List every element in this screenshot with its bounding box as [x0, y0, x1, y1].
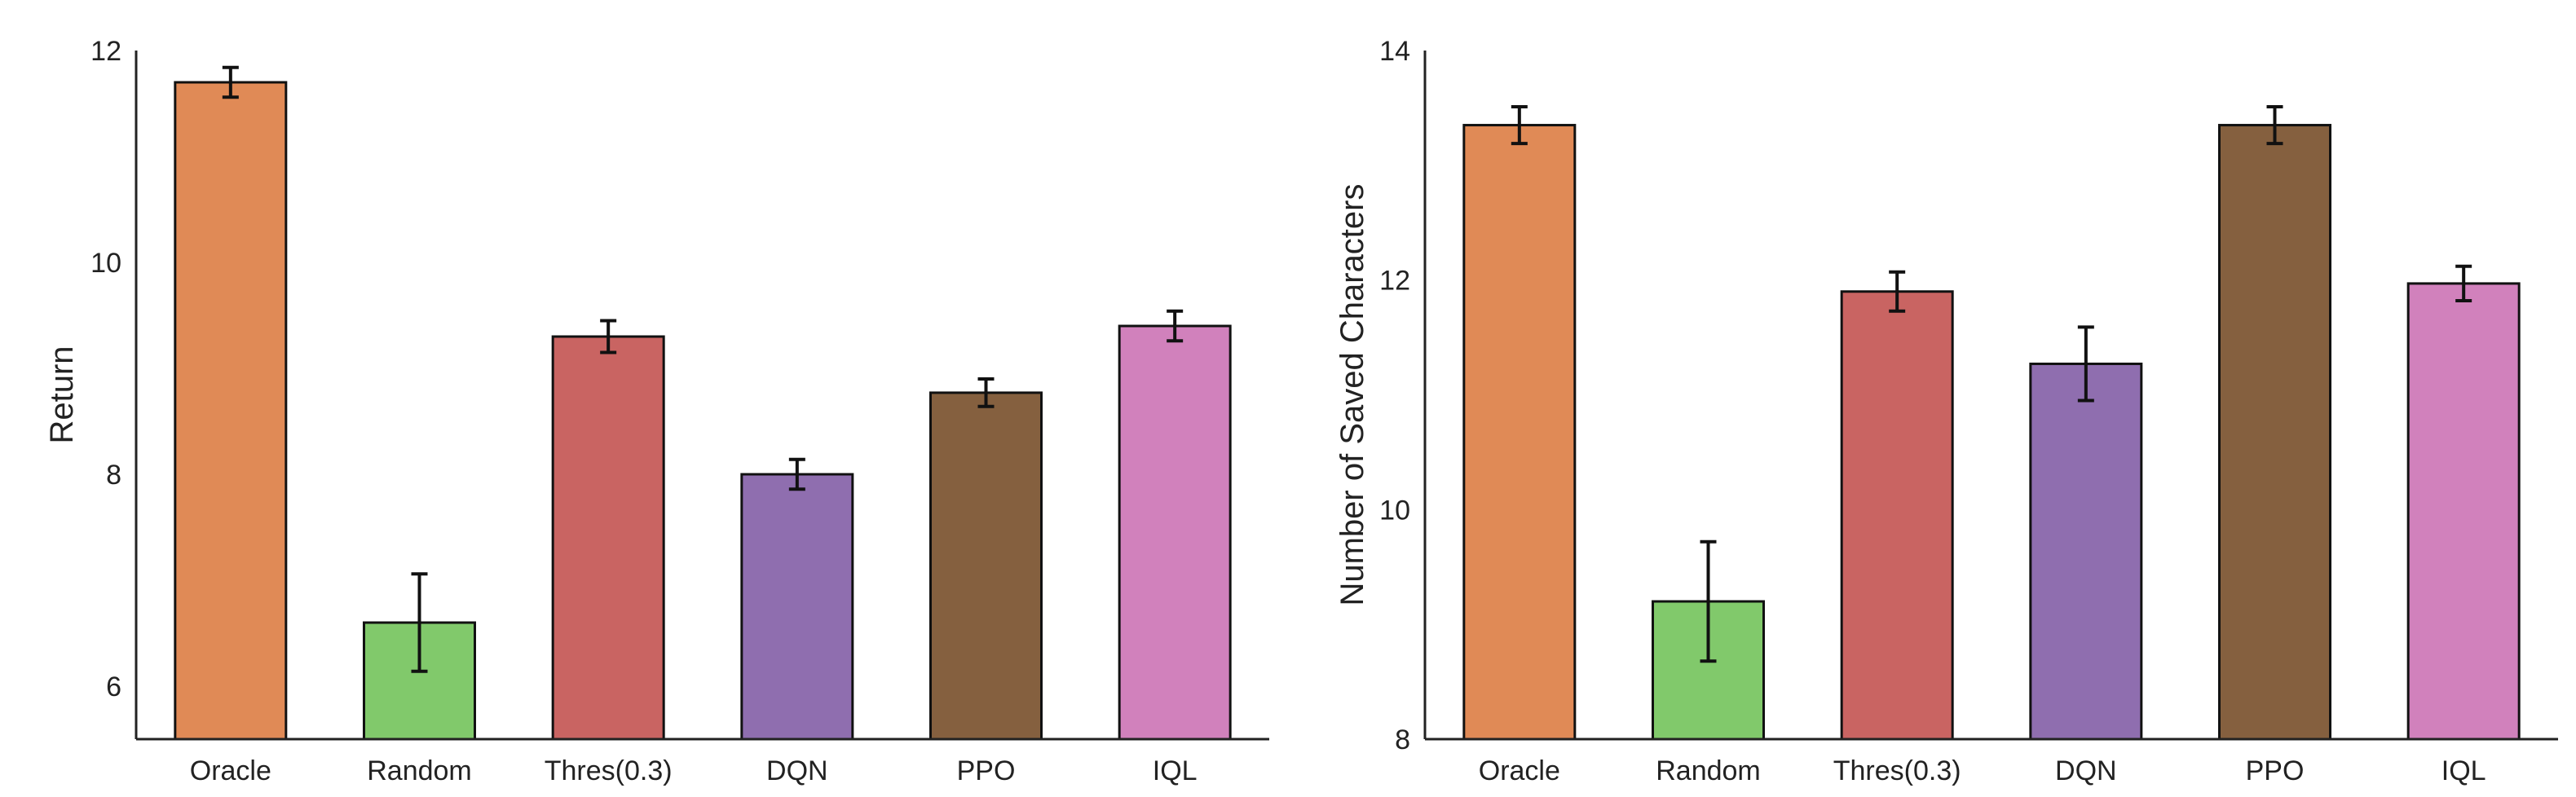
x-tick-label: Thres(0.3) [545, 755, 673, 786]
x-tick-label: IQL [1153, 755, 1198, 786]
y-axis-label: Return [44, 346, 80, 443]
y-tick-label: 12 [1379, 266, 1410, 297]
y-tick-label: 14 [1379, 36, 1410, 67]
x-tick-label: Thres(0.3) [1833, 755, 1961, 786]
return-bar-chart: Oracle Random Thres(0.3) DQN PPO IQL 6 8 10 12 Ret… [44, 36, 1269, 786]
y-tick-label: 8 [106, 460, 121, 491]
bar [1840, 290, 1954, 741]
bar [1462, 124, 1577, 741]
y-tick-label: 10 [90, 248, 121, 279]
saved-characters-bar-chart: Oracle Random Thres(0.3) DQN PPO IQL 8 10 12 14 Nu… [1334, 36, 2558, 786]
x-tick-label: Random [367, 755, 472, 786]
y-tick-label: 12 [90, 36, 121, 67]
bar [740, 473, 854, 741]
bar [174, 81, 288, 741]
bar [551, 335, 665, 741]
bar [2218, 124, 2331, 741]
bar [929, 391, 1043, 741]
bar [1118, 324, 1232, 741]
bar [2406, 282, 2521, 741]
y-axis-label: Number of Saved Characters [1334, 183, 1370, 605]
x-tick-label: IQL [2441, 755, 2486, 786]
x-tick-label: PPO [957, 755, 1016, 786]
bar [2029, 362, 2143, 741]
x-tick-label: PPO [2246, 755, 2305, 786]
y-tick-label: 10 [1379, 495, 1410, 526]
x-tick-label: Oracle [1479, 755, 1560, 786]
x-tick-label: Random [1656, 755, 1761, 786]
y-tick-label: 6 [106, 672, 121, 702]
y-tick-label: 8 [1395, 724, 1410, 755]
x-tick-label: DQN [766, 755, 828, 786]
x-tick-label: Oracle [190, 755, 271, 786]
x-tick-label: DQN [2055, 755, 2117, 786]
